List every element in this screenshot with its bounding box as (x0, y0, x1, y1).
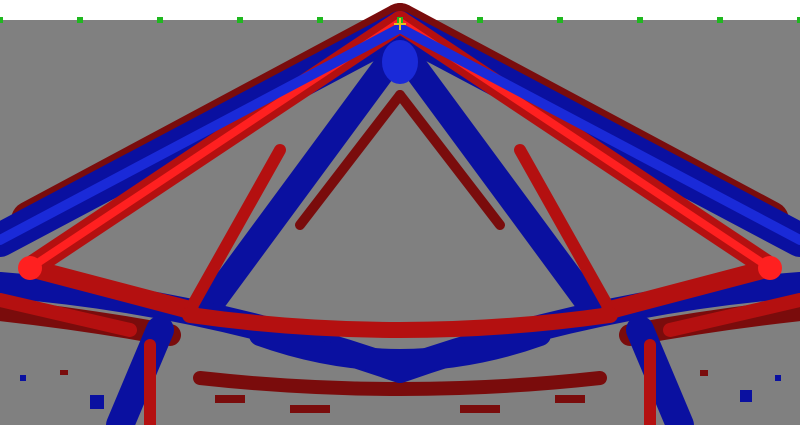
speckle (740, 390, 752, 402)
speckle (290, 405, 330, 413)
speckle (215, 395, 245, 403)
square-marker-icon (557, 17, 563, 23)
speckle-layer (20, 370, 781, 413)
left-joint (18, 256, 42, 280)
blue-bottom-arc (249, 324, 551, 371)
red-left-inner-strut (184, 144, 286, 316)
red-right-inner-strut (514, 144, 616, 316)
red-right-edge (663, 293, 800, 337)
right-joint (758, 256, 782, 280)
square-marker-icon (477, 17, 483, 23)
halo-bottom-arc (193, 371, 607, 396)
core-layer (0, 18, 800, 280)
red-left-edge (0, 293, 137, 337)
blue-left-strut (197, 37, 411, 318)
speckle (775, 375, 781, 381)
square-marker-icon (157, 17, 163, 23)
apex-blue-node (382, 40, 418, 84)
speckle (90, 395, 104, 409)
structure-members (0, 3, 800, 425)
square-marker-icon (77, 17, 83, 23)
speckle (20, 375, 26, 381)
halo-inner-left (295, 90, 405, 230)
speckle (555, 395, 585, 403)
square-marker-icon (717, 17, 723, 23)
red-left-tie (21, 259, 199, 319)
speckle (60, 370, 68, 375)
crosshair-icon (394, 18, 406, 30)
halo-inner-right (395, 90, 505, 230)
square-marker-icon (237, 17, 243, 23)
square-marker-icon (0, 17, 3, 23)
blue-core-right (395, 23, 800, 245)
speckle (700, 370, 708, 376)
red-right-tie (601, 259, 779, 319)
square-marker-icon (797, 17, 800, 23)
speckle (460, 405, 500, 413)
blue-right-strut (389, 37, 603, 318)
blue-core-left (0, 23, 405, 245)
square-marker-icon (317, 17, 323, 23)
square-marker-icon (637, 17, 643, 23)
red-lower-tie (182, 307, 618, 338)
